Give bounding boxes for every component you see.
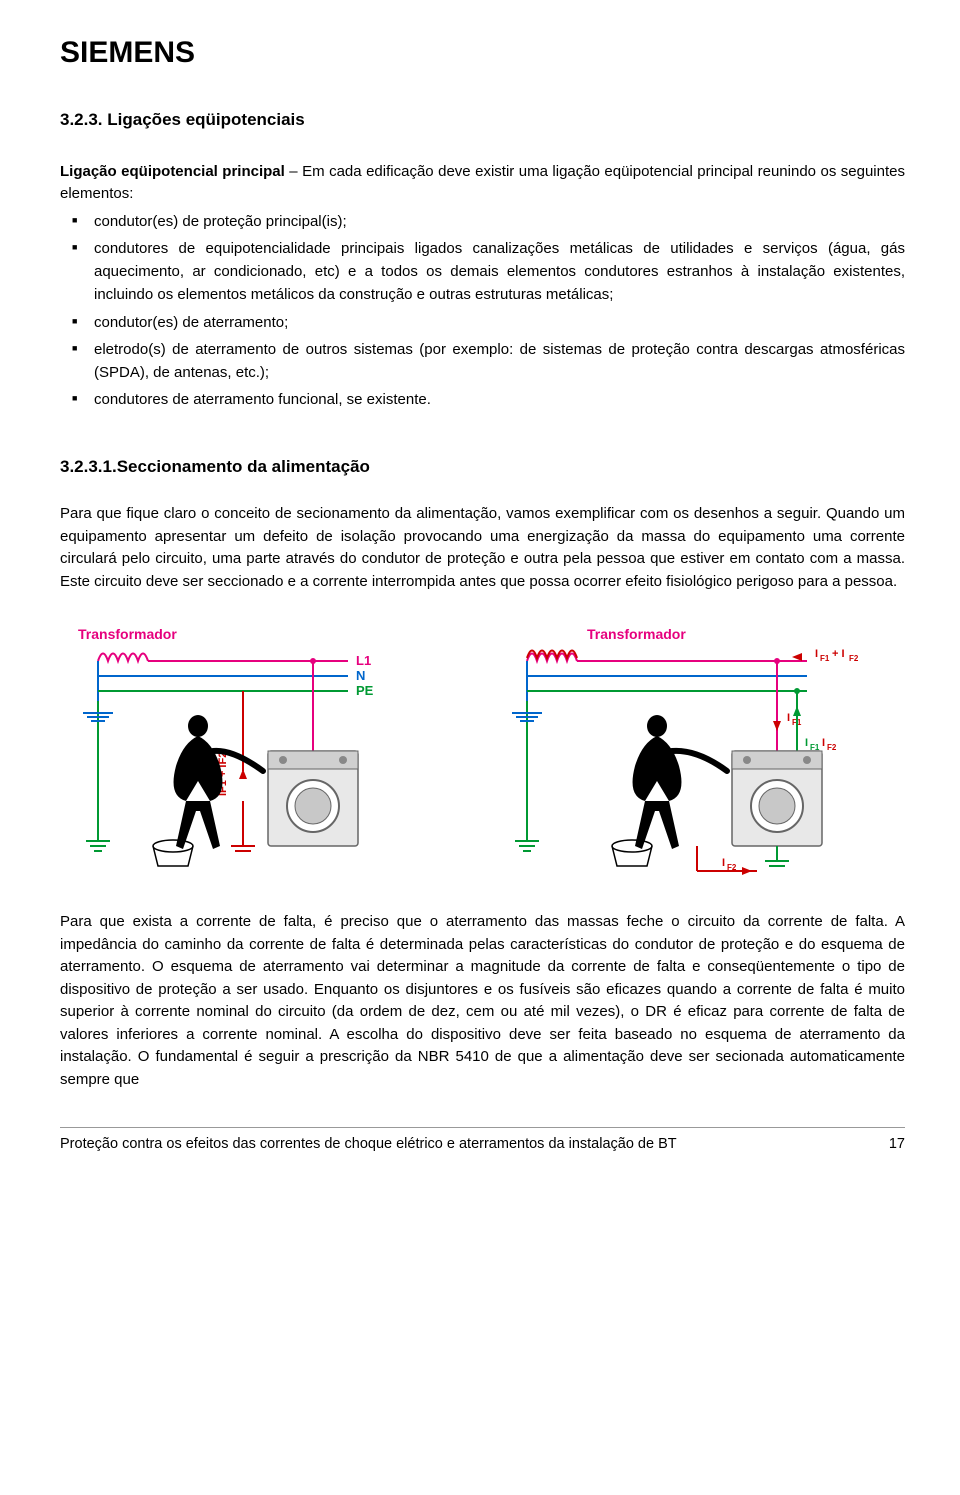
section-heading-2: 3.2.3.1.Seccionamento da alimentação xyxy=(60,454,905,480)
section2-para2: Para que exista a corrente de falta, é p… xyxy=(60,911,905,1091)
section-number: 3.2.3. xyxy=(60,110,103,129)
intro-bold: Ligação eqüipotencial principal xyxy=(60,163,285,180)
list-item: condutor(es) de aterramento; xyxy=(94,311,905,334)
svg-text:F2: F2 xyxy=(849,654,859,663)
figure-right: Transformador I F1 + I F2 xyxy=(497,621,897,881)
svg-text:I: I xyxy=(822,737,825,749)
transformador-label-2: Transformador xyxy=(587,626,686,642)
brand-logo: SIEMENS xyxy=(60,30,905,75)
svg-text:F2: F2 xyxy=(827,743,837,752)
section-number-2: 3.2.3.1. xyxy=(60,457,117,476)
svg-text:I: I xyxy=(722,857,725,869)
svg-text:PE: PE xyxy=(356,683,374,698)
figure-row: Transformador L1 N PE xyxy=(60,621,905,881)
list-item: condutores de equipotencialidade princip… xyxy=(94,237,905,307)
section-heading-1: 3.2.3. Ligações eqüipotenciais xyxy=(60,107,905,133)
svg-text:I: I xyxy=(805,737,808,749)
svg-text:I: I xyxy=(787,712,790,724)
page-footer: Proteção contra os efeitos das correntes… xyxy=(60,1127,905,1156)
section-title-2: Seccionamento da alimentação xyxy=(117,457,370,476)
list-item: condutor(es) de proteção principal(is); xyxy=(94,210,905,233)
bullet-list: condutor(es) de proteção principal(is); … xyxy=(60,210,905,412)
footer-text: Proteção contra os efeitos das correntes… xyxy=(60,1134,677,1156)
section2-para1: Para que fique claro o conceito de secio… xyxy=(60,503,905,593)
intro-paragraph: Ligação eqüipotencial principal – Em cad… xyxy=(60,161,905,206)
svg-text:N: N xyxy=(356,668,365,683)
svg-text:F1: F1 xyxy=(820,654,830,663)
svg-text:I: I xyxy=(815,648,818,660)
footer-page: 17 xyxy=(889,1134,905,1156)
svg-text:+ I: + I xyxy=(832,648,845,660)
section-title: Ligações eqüipotenciais xyxy=(107,110,304,129)
figure-left: Transformador L1 N PE xyxy=(68,621,468,881)
transformador-label: Transformador xyxy=(78,626,177,642)
svg-text:L1: L1 xyxy=(356,653,371,668)
svg-text:F2: F2 xyxy=(727,863,737,872)
list-item: eletrodo(s) de aterramento de outros sis… xyxy=(94,338,905,385)
list-item: condutores de aterramento funcional, se … xyxy=(94,388,905,411)
